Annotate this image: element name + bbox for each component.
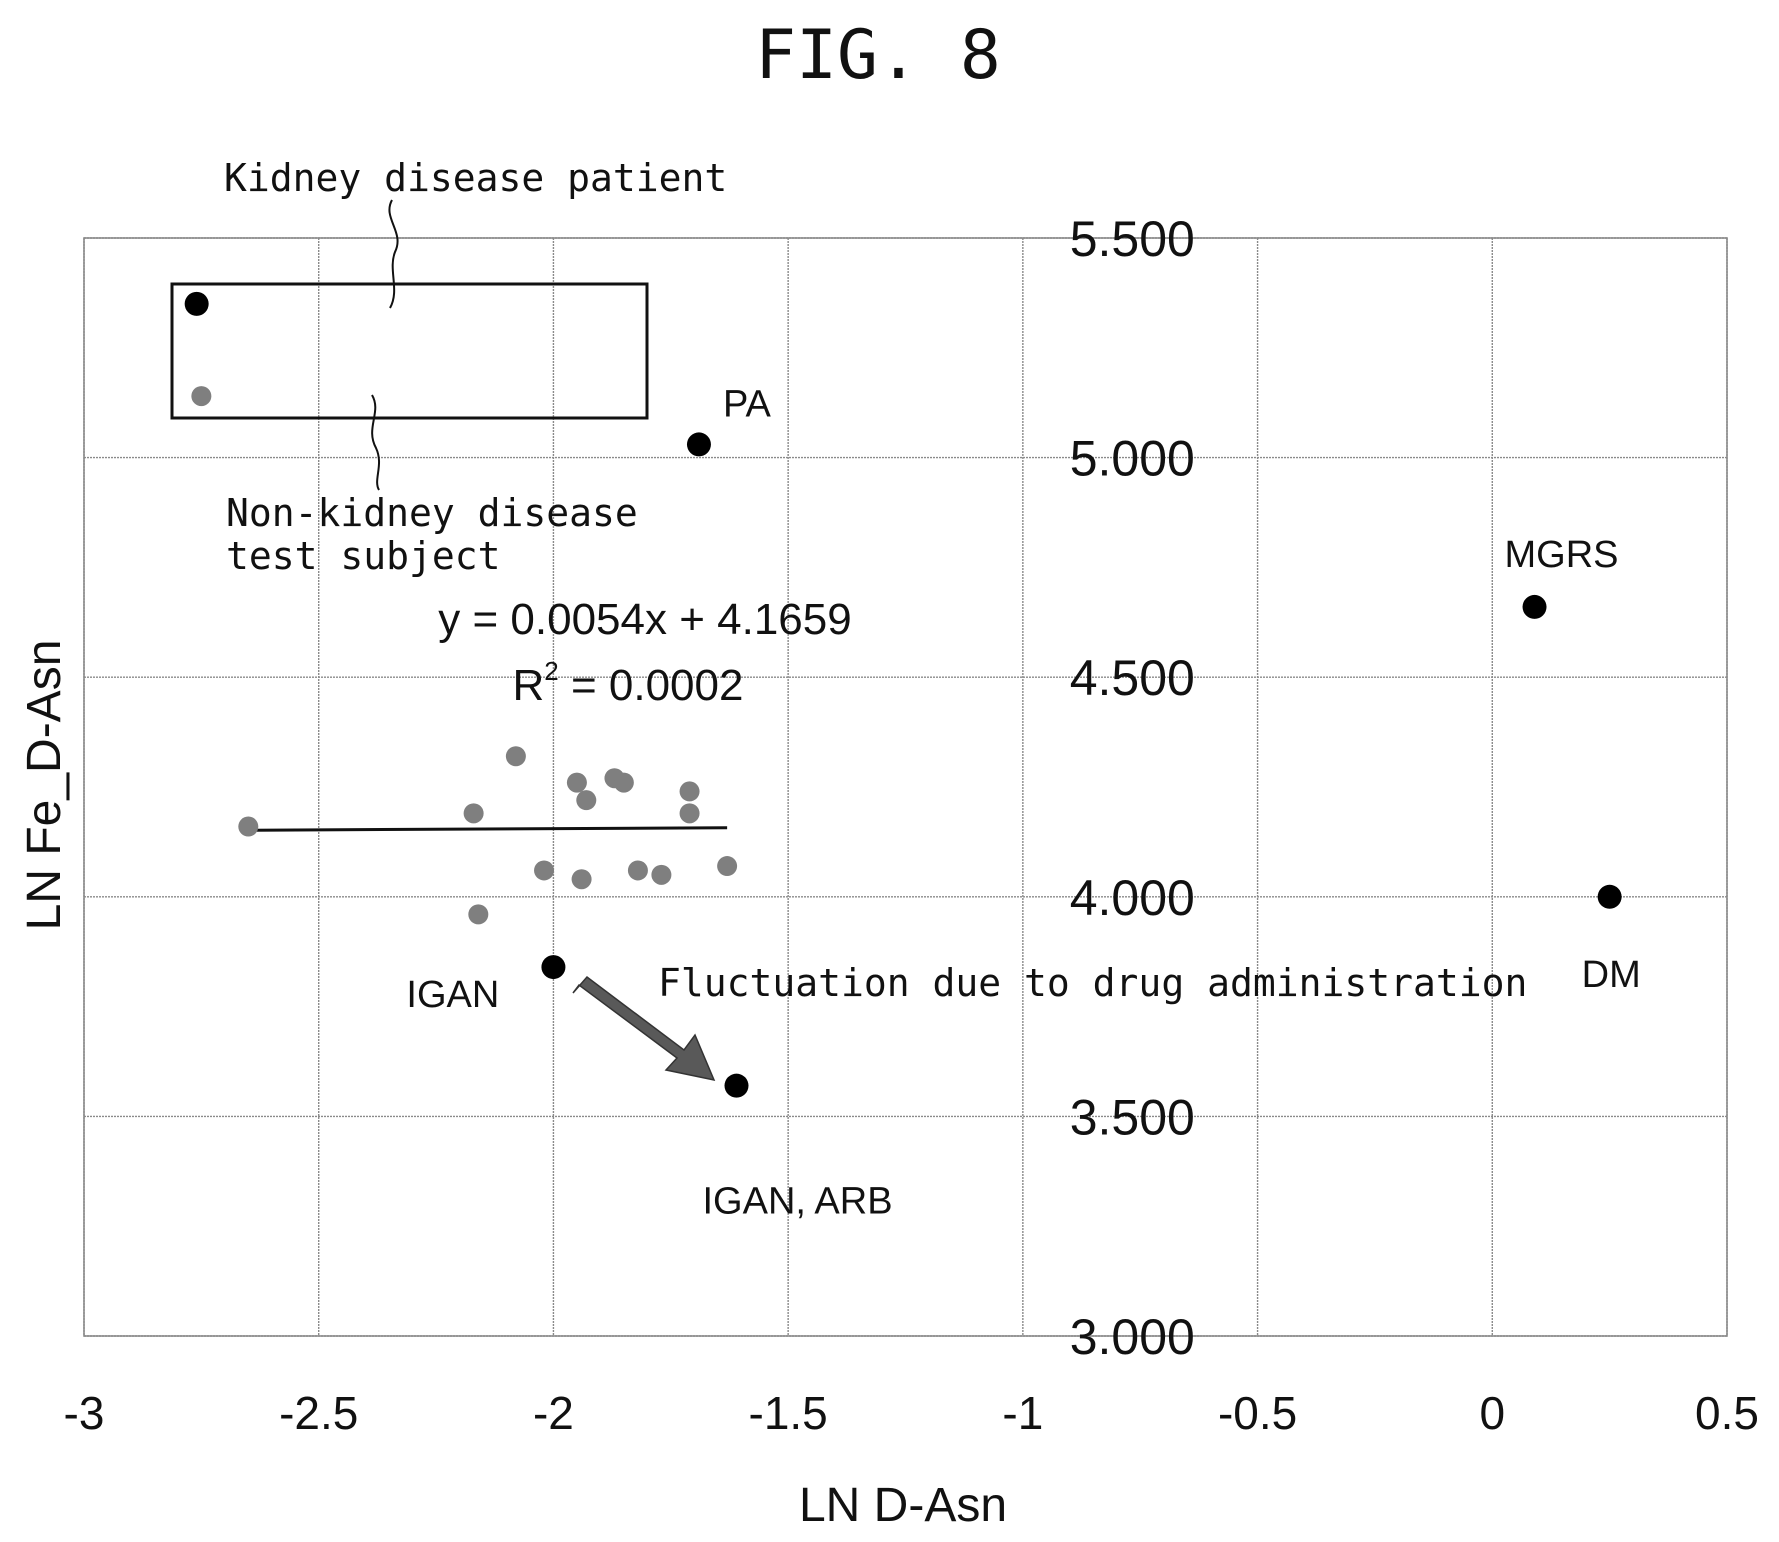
data-point [627,860,648,881]
data-point [238,816,259,837]
y-tick-label: 5.000 [1070,431,1195,487]
data-point [505,746,526,767]
point-label: DM [1582,954,1641,996]
r-squared-superscript: 2 [544,656,558,686]
data-point [679,803,700,824]
y-tick-label: 3.500 [1070,1089,1195,1145]
regression-equation: y = 0.0054x + 4.1659 [438,595,851,644]
data-point [534,860,555,881]
data-point [613,772,634,793]
data-point [541,955,566,980]
x-tick-label: 0.5 [1695,1387,1759,1439]
data-point [571,869,592,890]
data-point [184,291,209,316]
x-tick-label: -2.5 [279,1387,358,1439]
nonkidney-label-line2: test subject [226,534,501,578]
data-point [686,432,711,457]
point-label: IGAN [406,974,499,1016]
r-squared-value: = 0.0002 [559,661,744,710]
trendline-group [248,826,728,832]
data-point [651,864,672,885]
y-axis-title: LN Fe_D-Asn [18,640,71,931]
kidney-disease-label: Kidney disease patient [224,156,727,200]
kidney-group-box [170,282,649,420]
x-tick-label: -1 [1002,1387,1043,1439]
data-point [191,386,212,407]
x-axis-title: LN D-Asn [799,1479,1007,1532]
data-point [566,772,587,793]
plot-frame [83,237,1728,1337]
trendline [248,826,728,832]
x-tick-label: -2 [533,1387,574,1439]
kidney-leader-line [388,199,399,309]
point-label: IGAN, ARB [703,1181,893,1223]
data-point [463,803,484,824]
data-point [1522,594,1547,619]
point-label: PA [723,383,772,425]
data-point [1597,884,1622,909]
nonkidney-label-line1: Non-kidney disease [226,491,638,535]
data-points [184,291,1622,1098]
data-point [724,1073,749,1098]
r-squared: R2 = 0.0002 [513,656,744,710]
y-tick-label: 4.000 [1070,870,1195,926]
nonkidney-leader-line [371,394,380,491]
data-point [576,790,597,811]
figure-title: FIG. 8 [755,16,1001,95]
x-tick-label: -3 [64,1387,105,1439]
x-tick-labels: -3 -2.5 -2 -1.5 -1 -0.5 0 0.5 [64,1387,1759,1439]
gridlines [83,237,1728,1337]
fluctuation-label: Fluctuation due to drug administration [658,961,1527,1005]
data-point [717,856,738,877]
r-squared-symbol: R [513,661,545,710]
x-tick-label: -0.5 [1218,1387,1297,1439]
y-tick-label: 3.000 [1070,1309,1195,1365]
x-tick-label: 0 [1479,1387,1505,1439]
y-tick-labels: 3.000 3.500 4.000 4.500 5.000 5.500 [1070,211,1195,1365]
x-tick-label: -1.5 [749,1387,828,1439]
data-point [468,904,489,925]
y-tick-label: 5.500 [1070,211,1195,267]
point-label: MGRS [1505,534,1619,576]
point-labels: PA MGRS DM IGAN IGAN, ARB [406,383,1640,1222]
drug-fluctuation-arrow [572,975,716,1082]
data-point [679,781,700,802]
y-tick-label: 4.500 [1070,650,1195,706]
